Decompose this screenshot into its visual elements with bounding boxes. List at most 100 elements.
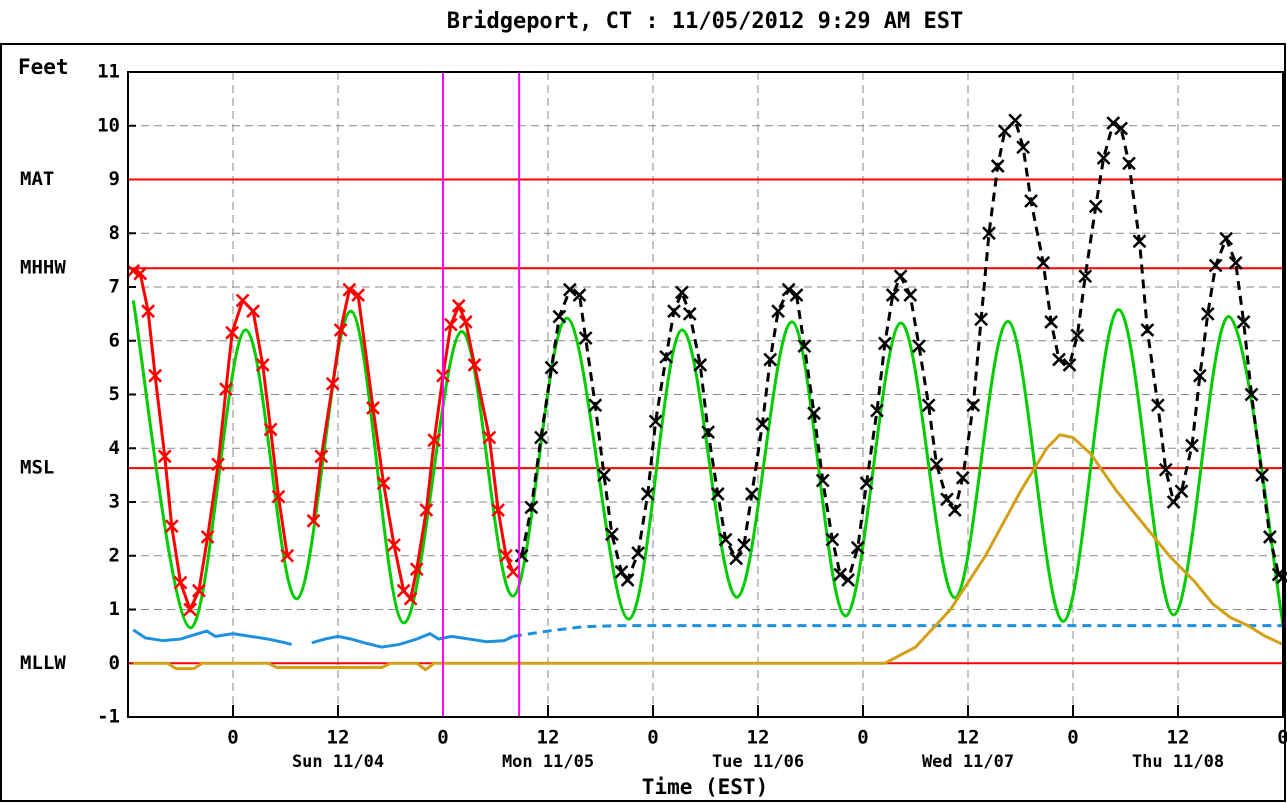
x-marker xyxy=(219,382,233,397)
x-marker xyxy=(955,470,970,485)
x-marker xyxy=(366,401,380,415)
x-marker xyxy=(912,339,926,354)
x-marker xyxy=(263,422,278,437)
x-marker xyxy=(631,546,646,560)
x-marker xyxy=(682,306,697,321)
y-axis-label: Feet xyxy=(18,55,69,79)
x-marker xyxy=(833,567,848,582)
x-marker xyxy=(1052,352,1066,367)
x-marker xyxy=(604,527,619,542)
outer-frame xyxy=(0,43,1286,802)
x-marker xyxy=(744,487,759,501)
x-tick-label: 12 xyxy=(327,727,350,749)
datum-label: MSL xyxy=(20,457,54,479)
x-marker xyxy=(141,304,156,319)
x-marker xyxy=(211,457,226,472)
x-marker xyxy=(133,266,148,281)
x-marker xyxy=(997,124,1012,139)
y-tick-label: 0 xyxy=(109,652,120,674)
x-marker xyxy=(451,298,466,313)
x-marker xyxy=(164,519,179,534)
x-marker xyxy=(893,269,908,284)
x-marker xyxy=(614,564,629,579)
x-marker xyxy=(947,503,962,517)
x-marker xyxy=(173,575,188,590)
x-marker xyxy=(578,331,593,345)
y-tick-label: 7 xyxy=(109,276,120,298)
x-marker xyxy=(1036,255,1051,270)
x-marker xyxy=(562,282,577,297)
x-marker xyxy=(572,288,587,302)
series-line xyxy=(131,300,1285,630)
x-marker xyxy=(1122,156,1136,171)
x-marker xyxy=(387,538,401,552)
x-marker xyxy=(351,288,366,302)
x-marker xyxy=(482,430,497,445)
x-marker xyxy=(903,288,918,302)
x-marker xyxy=(729,551,744,566)
x-tick-label: 0 xyxy=(1067,727,1078,749)
x-marker xyxy=(674,285,689,300)
x-marker xyxy=(797,339,812,354)
x-marker xyxy=(325,376,340,391)
x-marker xyxy=(1236,315,1251,329)
y-tick-label: 4 xyxy=(109,437,120,459)
x-marker xyxy=(157,449,172,464)
x-marker xyxy=(514,548,529,563)
x-tick-label: 0 xyxy=(857,727,868,749)
y-tick-label: 10 xyxy=(97,114,120,136)
x-marker xyxy=(427,433,442,448)
y-tick-label: -1 xyxy=(97,706,120,728)
y-tick-label: 2 xyxy=(109,544,120,566)
x-marker xyxy=(1106,116,1121,130)
x-marker xyxy=(1200,306,1215,321)
x-marker xyxy=(1174,484,1189,499)
x-marker xyxy=(1062,358,1077,372)
x-marker xyxy=(1262,530,1277,544)
x-marker xyxy=(467,358,482,372)
x-marker xyxy=(807,406,821,421)
x-marker xyxy=(419,503,434,517)
x-marker xyxy=(1140,323,1155,337)
x-marker xyxy=(443,317,458,332)
x-marker xyxy=(314,449,329,464)
day-label: Tue 11/06 xyxy=(712,752,804,772)
x-marker xyxy=(755,417,770,431)
x-tick-label: 12 xyxy=(747,727,770,749)
x-marker xyxy=(966,398,981,413)
datum-label: MHHW xyxy=(20,257,66,279)
x-marker xyxy=(191,583,206,598)
chart-title: Bridgeport, CT : 11/05/2012 9:29 AM EST xyxy=(447,9,964,34)
x-marker xyxy=(1228,255,1243,270)
series-line xyxy=(133,433,1284,672)
x-marker xyxy=(271,489,286,504)
x-marker xyxy=(1158,462,1173,477)
x-marker xyxy=(376,476,391,491)
x-marker xyxy=(1244,387,1259,402)
x-marker xyxy=(648,414,663,429)
y-tick-label: 5 xyxy=(109,383,120,405)
x-marker xyxy=(534,430,548,445)
x-marker xyxy=(974,312,989,327)
x-tick-label: 0 xyxy=(437,727,448,749)
x-marker xyxy=(841,573,856,587)
x-marker xyxy=(659,349,674,364)
day-label: Mon 11/05 xyxy=(502,752,594,772)
x-marker xyxy=(885,288,900,302)
x-marker xyxy=(789,288,804,302)
x-marker xyxy=(491,503,506,517)
x-marker xyxy=(877,336,892,351)
x-marker xyxy=(1008,113,1023,128)
x-marker xyxy=(1044,315,1059,329)
day-label: Sun 11/04 xyxy=(292,752,384,772)
datum-label: MLLW xyxy=(20,652,66,674)
x-marker xyxy=(940,492,954,507)
x-marker xyxy=(1016,140,1031,155)
x-marker xyxy=(825,532,840,547)
x-marker xyxy=(1024,194,1038,208)
x-marker xyxy=(620,573,635,587)
x-marker xyxy=(552,309,567,324)
x-marker xyxy=(306,513,321,528)
y-tick-label: 6 xyxy=(109,329,120,351)
